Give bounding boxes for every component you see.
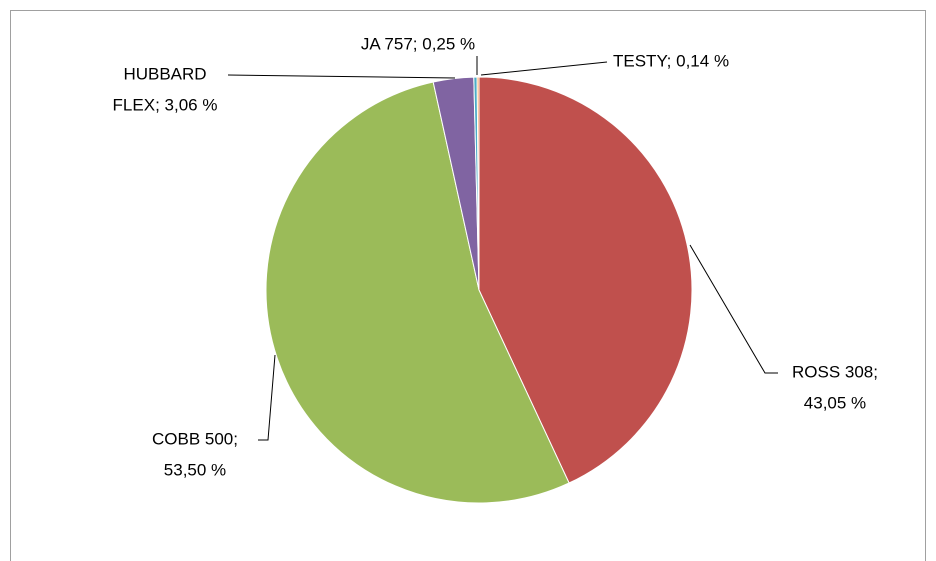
pie-slice [478, 76, 693, 484]
leader-line [480, 61, 608, 76]
data-label: ROSS 308; [792, 362, 878, 381]
pie-slice [476, 76, 480, 291]
leader-line [258, 354, 276, 441]
data-label: HUBBARD [123, 64, 206, 83]
leader-line [689, 244, 778, 374]
leader-line [227, 74, 456, 79]
data-label: COBB 500; [152, 429, 238, 448]
pie-slice [265, 81, 570, 504]
data-label: 43,05 % [804, 393, 866, 412]
data-label: JA 757; 0,25 % [361, 34, 475, 53]
data-label: FLEX; 3,06 % [113, 95, 218, 114]
data-label: TESTY; 0,14 % [613, 51, 729, 70]
data-label: 53,50 % [164, 460, 226, 479]
